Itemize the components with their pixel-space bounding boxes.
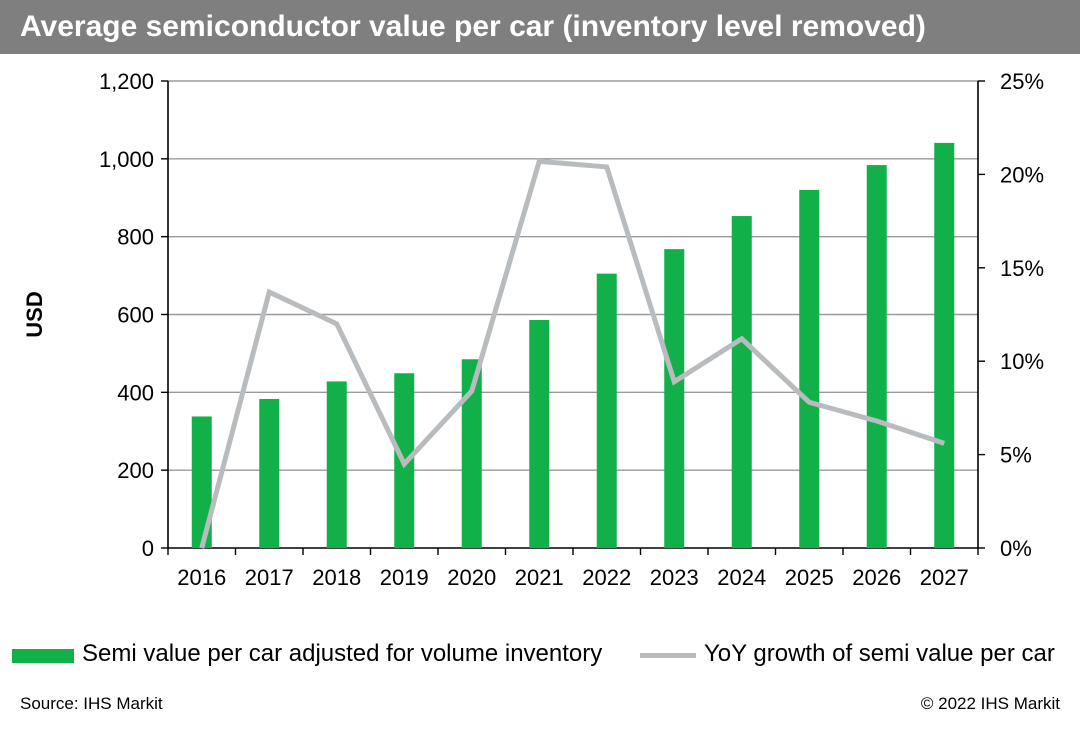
x-tick-label: 2026	[852, 565, 901, 590]
bar	[866, 165, 887, 548]
legend-bar-swatch	[12, 649, 74, 663]
bar	[664, 249, 685, 548]
x-tick-label: 2023	[650, 565, 699, 590]
bar	[529, 319, 550, 548]
x-tick-label: 2018	[312, 565, 361, 590]
y2-tick-label: 25%	[1000, 69, 1044, 94]
y2-tick-label: 10%	[1000, 349, 1044, 374]
x-tick-label: 2024	[717, 565, 766, 590]
bar-series	[191, 142, 955, 548]
y2-tick-label: 15%	[1000, 256, 1044, 281]
y-tick-label: 1,200	[99, 69, 154, 94]
x-tick-label: 2025	[785, 565, 834, 590]
source-note: Source: IHS Markit	[20, 694, 163, 713]
bar	[191, 416, 212, 548]
chart-title: Average semiconductor value per car (inv…	[0, 0, 1080, 54]
y2-tick-label: 0%	[1000, 536, 1032, 561]
y-tick-label: 600	[117, 303, 154, 328]
y-tick-label: 1,000	[99, 147, 154, 172]
x-tick-label: 2019	[380, 565, 429, 590]
y2-tick-label: 5%	[1000, 443, 1032, 468]
legend-bar-label: Semi value per car adjusted for volume i…	[82, 640, 603, 667]
bar	[326, 381, 347, 548]
bar	[461, 359, 482, 548]
legend: Semi value per car adjusted for volume i…	[0, 638, 1080, 674]
y-axis-title: USD	[22, 291, 47, 337]
y-tick-label: 200	[117, 458, 154, 483]
legend-line-swatch	[640, 653, 696, 658]
bar	[731, 216, 752, 548]
y-tick-label: 800	[117, 225, 154, 250]
copyright-note: © 2022 IHS Markit	[920, 694, 1060, 713]
bar	[934, 142, 955, 548]
y-tick-label: 400	[117, 380, 154, 405]
x-tick-label: 2022	[582, 565, 631, 590]
y2-tick-label: 20%	[1000, 162, 1044, 187]
x-tick-label: 2027	[920, 565, 969, 590]
x-tick-label: 2021	[515, 565, 564, 590]
bar	[596, 273, 617, 548]
tick-labels: 0 200 400 600 800 1,000 1,200 0% 5% 10% 15% 20% 25% 2…	[22, 69, 1044, 590]
x-tick-label: 2016	[177, 565, 226, 590]
gridlines	[168, 80, 978, 471]
x-tick-label: 2020	[447, 565, 496, 590]
x-tick-label: 2017	[245, 565, 294, 590]
y-tick-label: 0	[142, 536, 154, 561]
line-series	[199, 158, 946, 549]
legend-line-label: YoY growth of semi value per car	[704, 640, 1055, 667]
axes	[161, 80, 985, 555]
bar	[799, 189, 820, 548]
yoy-growth-line	[199, 158, 946, 549]
bar	[259, 398, 280, 548]
